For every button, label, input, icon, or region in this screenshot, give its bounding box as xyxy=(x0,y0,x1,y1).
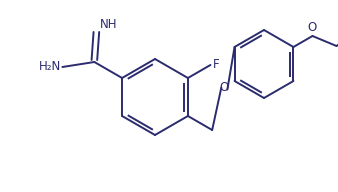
Text: O: O xyxy=(308,21,317,34)
Text: NH: NH xyxy=(99,18,117,31)
Text: F: F xyxy=(212,57,219,70)
Text: O: O xyxy=(220,81,229,94)
Text: H₂N: H₂N xyxy=(39,60,62,74)
